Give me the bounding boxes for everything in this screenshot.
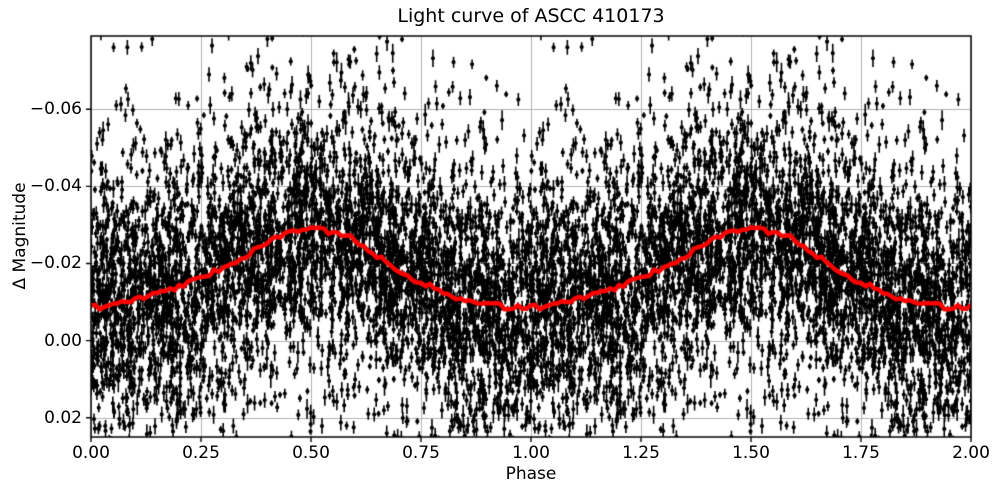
x-tick-label: 0.50 [292, 443, 330, 463]
x-tick-label: 2.00 [952, 443, 990, 463]
x-tick-label: 1.75 [842, 443, 880, 463]
y-tick-label: 0.00 [44, 330, 82, 351]
x-tick-label: 0.25 [182, 443, 220, 463]
x-tick-label: 1.25 [622, 443, 660, 463]
x-tick-label: 0.75 [402, 443, 440, 463]
x-tick-label: 0.00 [72, 443, 110, 463]
x-tick-label: 1.50 [732, 443, 770, 463]
chart-title: Light curve of ASCC 410173 [397, 5, 665, 27]
y-axis-label: Δ Magnitude [10, 182, 30, 290]
y-tick-label: −0.02 [29, 253, 82, 274]
y-tick-label: −0.04 [29, 176, 82, 197]
x-axis-label: Phase [505, 464, 557, 484]
y-tick-label: −0.06 [29, 99, 82, 120]
y-tick-label: 0.02 [44, 407, 82, 428]
x-tick-label: 1.00 [512, 443, 550, 463]
